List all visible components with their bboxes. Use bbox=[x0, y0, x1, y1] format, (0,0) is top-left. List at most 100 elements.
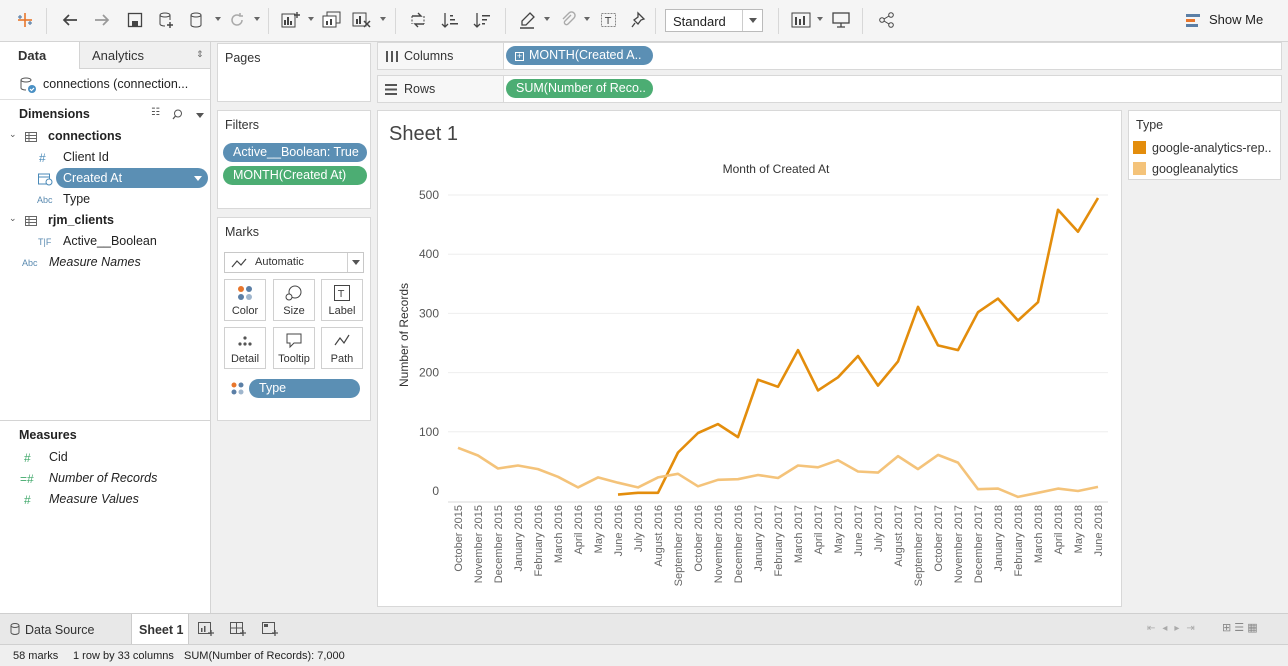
duplicate-sheet-icon[interactable] bbox=[320, 8, 344, 32]
new-worksheet-dropdown[interactable] bbox=[308, 17, 314, 21]
label-button[interactable]: T Label bbox=[321, 279, 363, 321]
dimensions-menu-icon[interactable] bbox=[196, 113, 204, 118]
color-legend[interactable]: Type google-analytics-rep.. googleanalyt… bbox=[1128, 110, 1281, 180]
color-button[interactable]: Color bbox=[224, 279, 266, 321]
chevron-down-icon: ⌄ bbox=[9, 213, 17, 223]
field-type[interactable]: Abc Type bbox=[0, 189, 210, 209]
group-members-icon[interactable] bbox=[556, 8, 580, 32]
field-menu-icon[interactable] bbox=[194, 176, 202, 181]
date-type-icon bbox=[38, 173, 53, 186]
clear-sheet-dropdown[interactable] bbox=[380, 17, 386, 21]
swap-rows-columns-icon[interactable] bbox=[406, 8, 430, 32]
undo-icon[interactable] bbox=[58, 8, 82, 32]
sheet-title[interactable]: Sheet 1 bbox=[389, 123, 458, 145]
legend-item[interactable]: google-analytics-rep.. bbox=[1131, 139, 1280, 157]
size-label: Size bbox=[283, 305, 305, 317]
tab-data[interactable]: Data bbox=[0, 42, 80, 69]
measures-label: Measures bbox=[19, 428, 77, 442]
field-number-of-records[interactable]: =# Number of Records bbox=[0, 468, 210, 488]
chevron-down-icon: ⌄ bbox=[9, 129, 17, 139]
sort-ascending-icon[interactable] bbox=[438, 8, 462, 32]
x-tick-label: July 2016 bbox=[633, 505, 645, 552]
tooltip-button[interactable]: Tooltip bbox=[273, 327, 315, 369]
highlight-icon[interactable] bbox=[515, 8, 539, 32]
pages-shelf[interactable]: Pages bbox=[217, 43, 371, 102]
show-mark-labels-icon[interactable]: T bbox=[597, 8, 621, 32]
new-story-icon[interactable] bbox=[262, 622, 278, 636]
field-measure-values[interactable]: # Measure Values bbox=[0, 489, 210, 509]
tab-analytics-label: Analytics bbox=[92, 48, 145, 63]
x-tick-label: November 2016 bbox=[713, 505, 725, 583]
columns-shelf[interactable]: Columns + MONTH(Created A.. bbox=[377, 42, 1282, 70]
filter-pill-active-boolean[interactable]: Active__Boolean: True bbox=[223, 143, 367, 162]
marks-pill-type[interactable]: Type bbox=[249, 379, 360, 398]
status-marks: 58 marks bbox=[13, 650, 59, 662]
mark-type-select[interactable]: Automatic bbox=[224, 252, 364, 273]
expand-icon[interactable]: + bbox=[515, 51, 524, 61]
data-source-dropdown[interactable] bbox=[215, 17, 221, 21]
table-name: connections bbox=[48, 129, 122, 143]
tableau-logo-icon[interactable] bbox=[13, 8, 37, 32]
datasource-row[interactable]: connections (connection... bbox=[0, 69, 210, 100]
chevron-down-icon bbox=[347, 253, 364, 272]
show-me-button[interactable]: Show Me bbox=[1186, 12, 1263, 27]
field-label: Client Id bbox=[63, 150, 109, 164]
fix-axes-icon[interactable] bbox=[627, 8, 651, 32]
presentation-mode-icon[interactable] bbox=[829, 8, 853, 32]
show-cards-dropdown[interactable] bbox=[817, 17, 823, 21]
rows-pill-sum-records[interactable]: SUM(Number of Reco.. bbox=[506, 79, 653, 98]
size-button[interactable]: Size bbox=[273, 279, 315, 321]
field-active-boolean[interactable]: T|F Active__Boolean bbox=[0, 231, 210, 251]
refresh-dropdown[interactable] bbox=[254, 17, 260, 21]
field-created-at[interactable]: Created At bbox=[56, 168, 208, 188]
table-connections[interactable]: ⌄ connections bbox=[0, 126, 210, 146]
redo-icon[interactable] bbox=[90, 8, 114, 32]
data-source-icon[interactable] bbox=[185, 8, 209, 32]
field-client-id[interactable]: # Client Id bbox=[0, 147, 210, 167]
save-icon[interactable] bbox=[123, 8, 147, 32]
view-toggle-icon[interactable]: ☷ bbox=[151, 107, 160, 118]
filters-shelf[interactable]: Filters Active__Boolean: True MONTH(Crea… bbox=[217, 110, 371, 209]
tab-menu-icon[interactable]: ⇕ bbox=[196, 49, 204, 59]
columns-pill-month-created-at[interactable]: + MONTH(Created A.. bbox=[506, 46, 653, 65]
new-worksheet-icon[interactable] bbox=[198, 622, 214, 636]
line-chart[interactable]: Month of Created At Number of Records 0 1… bbox=[378, 111, 1123, 608]
sort-descending-icon[interactable] bbox=[470, 8, 494, 32]
filter-pill-month-created-at[interactable]: MONTH(Created At) bbox=[223, 166, 367, 185]
table-icon bbox=[25, 216, 37, 226]
field-cid[interactable]: # Cid bbox=[0, 447, 210, 467]
chevron-down-icon bbox=[742, 10, 762, 31]
fit-select[interactable]: Standard bbox=[665, 9, 763, 32]
refresh-icon[interactable] bbox=[225, 8, 249, 32]
new-dashboard-icon[interactable] bbox=[230, 622, 246, 636]
share-icon[interactable] bbox=[875, 8, 899, 32]
new-worksheet-icon[interactable] bbox=[279, 8, 303, 32]
path-button[interactable]: Path bbox=[321, 327, 363, 369]
new-data-source-icon[interactable] bbox=[154, 8, 178, 32]
x-tick-label: November 2015 bbox=[473, 505, 485, 583]
tab-sheet-1[interactable]: Sheet 1 bbox=[131, 614, 189, 644]
database-icon bbox=[10, 623, 20, 635]
legend-item[interactable]: googleanalytics bbox=[1131, 160, 1280, 178]
detail-button[interactable]: Detail bbox=[224, 327, 266, 369]
clear-sheet-icon[interactable] bbox=[350, 8, 374, 32]
tab-data-source[interactable]: Data Source bbox=[0, 614, 130, 644]
rows-shelf-label: Rows bbox=[378, 76, 504, 102]
table-rjm-clients[interactable]: ⌄ rjm_clients bbox=[0, 210, 210, 230]
x-tick-label: June 2016 bbox=[613, 505, 625, 556]
legend-swatch bbox=[1133, 162, 1146, 175]
y-tick-label: 500 bbox=[419, 188, 439, 202]
x-tick-label: December 2015 bbox=[493, 505, 505, 583]
rows-pill-label: SUM(Number of Reco.. bbox=[516, 81, 646, 95]
view-options-icons[interactable]: ⊞ ☰ ▦ bbox=[1222, 622, 1258, 634]
rows-shelf[interactable]: Rows SUM(Number of Reco.. bbox=[377, 75, 1282, 103]
x-tick-label: September 2017 bbox=[913, 505, 925, 586]
highlight-dropdown[interactable] bbox=[544, 17, 550, 21]
show-cards-icon[interactable] bbox=[790, 8, 814, 32]
group-dropdown[interactable] bbox=[584, 17, 590, 21]
sheet-navigation-arrows[interactable]: ⇤◂▸⇥ bbox=[1147, 623, 1202, 634]
field-measure-names[interactable]: Abc Measure Names bbox=[0, 252, 210, 272]
svg-text:T: T bbox=[337, 289, 345, 300]
x-tick-label: February 2016 bbox=[533, 505, 545, 577]
search-icon[interactable] bbox=[172, 109, 183, 120]
